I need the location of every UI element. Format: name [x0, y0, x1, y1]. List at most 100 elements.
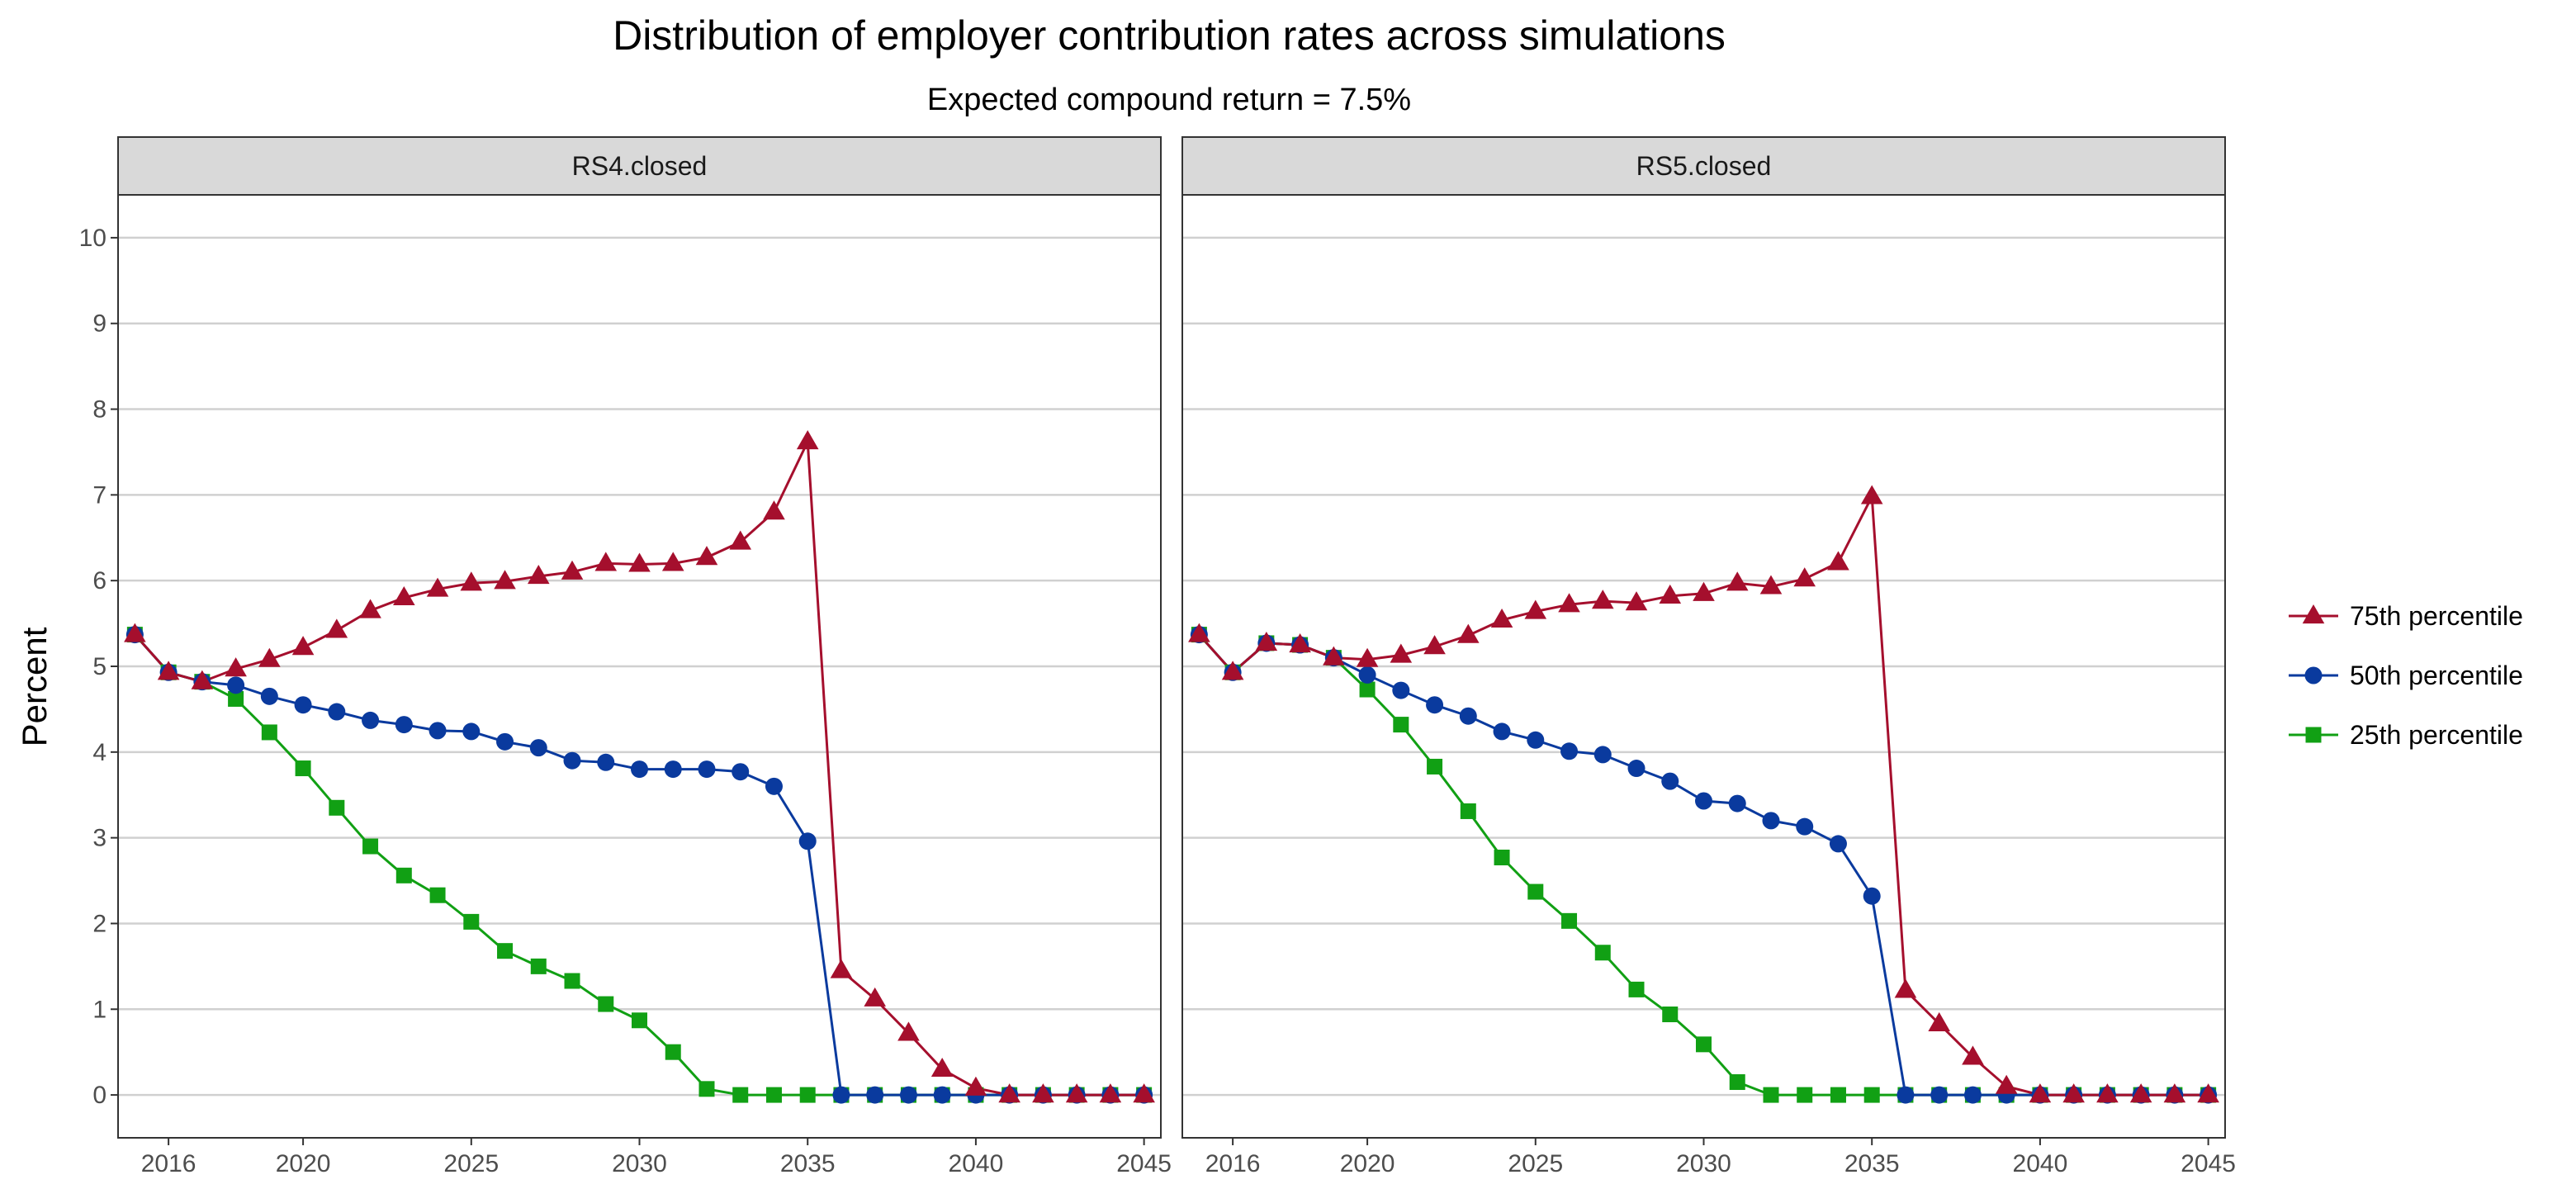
x-tick-label: 2040 [2013, 1150, 2068, 1177]
data-point [930, 1057, 954, 1078]
data-point [228, 690, 244, 707]
data-point [632, 1012, 647, 1029]
data-point [765, 777, 783, 795]
data-point [1527, 731, 1545, 749]
data-point [1762, 812, 1780, 830]
data-point [1627, 760, 1646, 778]
data-point [899, 1086, 917, 1104]
data-point [830, 959, 853, 978]
chart-subtitle: Expected compound return = 7.5% [927, 83, 1411, 117]
data-point [561, 560, 584, 580]
panel-strip-label: RS4.closed [572, 151, 708, 181]
panels: 0 1 2 3 4 5 6 7 8 9 10 RS4.closed 2016 2020 2025 2030 20… [79, 136, 2236, 1177]
data-point [191, 670, 214, 689]
data-point [395, 867, 412, 883]
data-point [563, 751, 581, 770]
x-tick-label: 2035 [1844, 1150, 1900, 1177]
legend-marker [2304, 666, 2323, 685]
data-point [1659, 584, 1682, 604]
data-point [529, 739, 547, 757]
data-point [866, 1086, 884, 1104]
data-point [1392, 681, 1410, 699]
data-point [665, 1044, 681, 1060]
data-point [799, 1087, 816, 1103]
data-point [2029, 1083, 2052, 1103]
data-point [1696, 1036, 1712, 1053]
y-tick-label: 3 [92, 825, 107, 852]
data-point [1427, 758, 1443, 775]
data-point [594, 552, 618, 571]
data-point [497, 943, 514, 959]
y-axis-label: Percent [15, 627, 54, 746]
legend-label: 75th percentile [2350, 601, 2523, 631]
data-point [463, 913, 480, 930]
data-point [1426, 696, 1444, 714]
legend-item: 75th percentile [2289, 601, 2523, 631]
data-point [329, 799, 345, 816]
data-point [1894, 978, 1917, 998]
data-point [496, 732, 514, 751]
y-tick-label: 0 [92, 1082, 107, 1109]
data-point [1561, 912, 1578, 929]
data-point [1695, 792, 1712, 810]
data-point [1863, 887, 1881, 905]
x-tick-label: 2040 [949, 1150, 1004, 1177]
legend: 75th percentile 50th percentile 25th perce… [2289, 601, 2523, 750]
x-tick-label: 2020 [276, 1150, 331, 1177]
data-point [1896, 1086, 1915, 1104]
data-point [494, 570, 516, 590]
data-point [527, 564, 550, 585]
data-point [1460, 803, 1476, 819]
data-point [695, 546, 718, 566]
data-point [1662, 1007, 1679, 1023]
data-point [964, 1076, 987, 1096]
data-point [1032, 1083, 1054, 1103]
data-point [1860, 485, 1883, 504]
data-point [1065, 1083, 1088, 1103]
data-point [798, 832, 817, 850]
x-tick-label: 2020 [1340, 1150, 1395, 1177]
data-point [598, 996, 614, 1012]
panel-strip-label: RS5.closed [1636, 151, 1772, 181]
data-point [362, 838, 379, 855]
data-point [1962, 1045, 1984, 1065]
data-point [429, 722, 447, 740]
data-point [426, 577, 449, 597]
legend-marker [2302, 604, 2325, 624]
data-point [1494, 850, 1510, 866]
data-point [729, 530, 752, 550]
data-point [1423, 635, 1446, 655]
data-point [1930, 1086, 1949, 1104]
data-point [998, 1083, 1020, 1103]
data-point [328, 703, 346, 721]
data-point [157, 661, 180, 680]
y-tick-label: 1 [92, 996, 107, 1023]
data-point [1591, 590, 1614, 609]
data-point [1726, 571, 1749, 591]
data-point [362, 711, 380, 729]
data-point [796, 429, 819, 450]
data-point [2096, 1083, 2119, 1103]
data-point [1661, 772, 1679, 790]
y-tick-label: 8 [92, 396, 107, 424]
data-point [227, 676, 245, 694]
data-point [295, 760, 311, 777]
y-tick-label: 5 [92, 653, 107, 680]
data-point [1390, 643, 1413, 663]
data-point [1558, 593, 1580, 613]
data-point [325, 618, 348, 638]
x-tick-label: 2045 [2181, 1150, 2236, 1177]
data-point [864, 987, 886, 1007]
data-point [1995, 1074, 2018, 1094]
y-tick-label: 9 [92, 310, 107, 338]
data-point [1560, 742, 1579, 760]
x-tick-label: 2035 [780, 1150, 836, 1177]
data-point [1728, 794, 1746, 812]
data-point [1628, 981, 1645, 997]
data-point [597, 753, 615, 771]
data-point [1863, 1087, 1880, 1103]
data-point [1827, 551, 1849, 571]
data-point [698, 1081, 715, 1097]
data-point [1963, 1086, 1982, 1104]
x-tick-label: 2030 [1676, 1150, 1731, 1177]
